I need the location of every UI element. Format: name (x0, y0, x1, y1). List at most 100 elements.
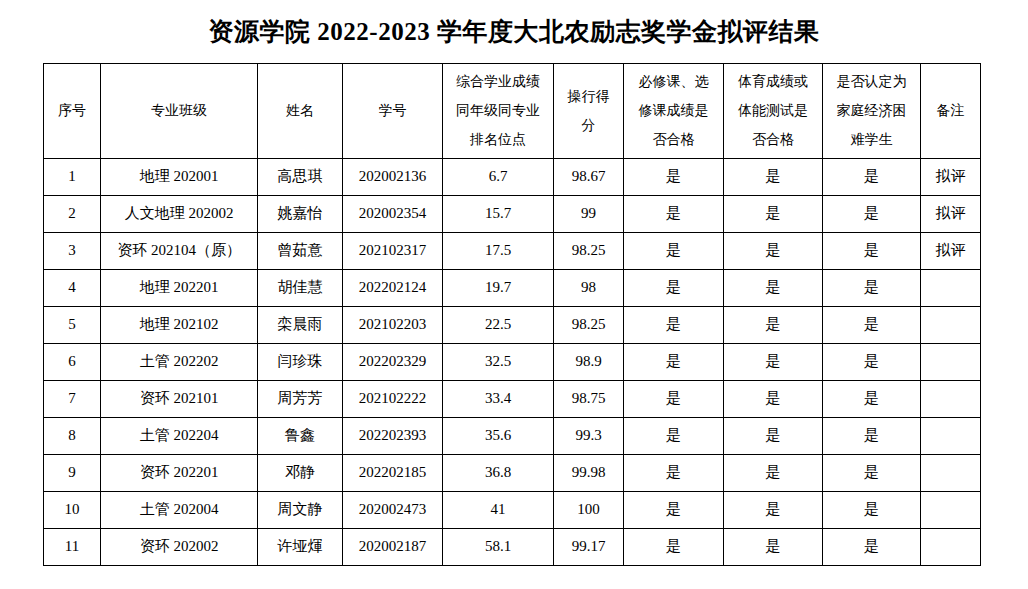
cell-pe-pass: 是 (724, 232, 823, 269)
cell-financial-hardship: 是 (823, 269, 921, 306)
cell-pe-pass: 是 (724, 269, 823, 306)
cell-remark: 拟评 (921, 158, 981, 195)
cell-name: 周文静 (258, 491, 343, 528)
cell-pe-pass: 是 (724, 158, 823, 195)
table-row: 5 地理 202102 栾晨雨 202102203 22.5 98.25 是 是… (44, 306, 981, 343)
cell-conduct-score: 98.9 (554, 343, 624, 380)
cell-conduct-score: 99 (554, 195, 624, 232)
cell-student-id: 202102203 (343, 306, 443, 343)
cell-index: 11 (44, 528, 101, 565)
header-academic-ranking: 综合学业成绩 同年级同专业 排名位点 (443, 63, 554, 158)
cell-student-id: 202202124 (343, 269, 443, 306)
scholarship-results-table: 序号 专业班级 姓名 学号 综合学业成绩 同年级同专业 排名位点 操行得 分 必… (43, 63, 981, 566)
header-student-id: 学号 (343, 63, 443, 158)
cell-student-id: 202202393 (343, 417, 443, 454)
cell-name: 闫珍珠 (258, 343, 343, 380)
table-row: 1 地理 202001 高思琪 202002136 6.7 98.67 是 是 … (44, 158, 981, 195)
cell-conduct-score: 100 (554, 491, 624, 528)
cell-index: 4 (44, 269, 101, 306)
cell-name: 周芳芳 (258, 380, 343, 417)
cell-courses-pass: 是 (624, 380, 724, 417)
table-row: 10 土管 202004 周文静 202002473 41 100 是 是 是 (44, 491, 981, 528)
cell-pe-pass: 是 (724, 491, 823, 528)
cell-pe-pass: 是 (724, 528, 823, 565)
cell-name: 鲁鑫 (258, 417, 343, 454)
cell-remark (921, 380, 981, 417)
cell-name: 许垭煇 (258, 528, 343, 565)
cell-academic-ranking: 41 (443, 491, 554, 528)
cell-remark: 拟评 (921, 232, 981, 269)
cell-remark (921, 417, 981, 454)
cell-academic-ranking: 15.7 (443, 195, 554, 232)
cell-courses-pass: 是 (624, 343, 724, 380)
cell-major-class: 人文地理 202002 (101, 195, 258, 232)
document-title: 资源学院 2022-2023 学年度大北农励志奖学金拟评结果 (0, 0, 1028, 49)
cell-conduct-score: 98.25 (554, 232, 624, 269)
cell-remark (921, 491, 981, 528)
cell-pe-pass: 是 (724, 380, 823, 417)
cell-academic-ranking: 33.4 (443, 380, 554, 417)
cell-pe-pass: 是 (724, 417, 823, 454)
cell-student-id: 202002473 (343, 491, 443, 528)
cell-academic-ranking: 32.5 (443, 343, 554, 380)
header-major-class: 专业班级 (101, 63, 258, 158)
cell-financial-hardship: 是 (823, 232, 921, 269)
cell-conduct-score: 98.67 (554, 158, 624, 195)
table-row: 4 地理 202201 胡佳慧 202202124 19.7 98 是 是 是 (44, 269, 981, 306)
cell-financial-hardship: 是 (823, 454, 921, 491)
cell-student-id: 202002354 (343, 195, 443, 232)
cell-courses-pass: 是 (624, 232, 724, 269)
header-index: 序号 (44, 63, 101, 158)
cell-financial-hardship: 是 (823, 417, 921, 454)
cell-pe-pass: 是 (724, 454, 823, 491)
cell-financial-hardship: 是 (823, 343, 921, 380)
cell-conduct-score: 99.17 (554, 528, 624, 565)
cell-major-class: 地理 202201 (101, 269, 258, 306)
cell-courses-pass: 是 (624, 269, 724, 306)
cell-courses-pass: 是 (624, 306, 724, 343)
cell-student-id: 202102317 (343, 232, 443, 269)
cell-remark (921, 343, 981, 380)
cell-conduct-score: 99.3 (554, 417, 624, 454)
cell-name: 胡佳慧 (258, 269, 343, 306)
cell-pe-pass: 是 (724, 195, 823, 232)
header-conduct-score: 操行得 分 (554, 63, 624, 158)
cell-major-class: 资环 202101 (101, 380, 258, 417)
header-pe-pass: 体育成绩或 体能测试是 否合格 (724, 63, 823, 158)
cell-student-id: 202002136 (343, 158, 443, 195)
cell-academic-ranking: 22.5 (443, 306, 554, 343)
cell-conduct-score: 98.25 (554, 306, 624, 343)
table-row: 11 资环 202002 许垭煇 202002187 58.1 99.17 是 … (44, 528, 981, 565)
cell-remark (921, 269, 981, 306)
header-courses-pass: 必修课、选 修课成绩是 否合格 (624, 63, 724, 158)
cell-major-class: 资环 202002 (101, 528, 258, 565)
cell-financial-hardship: 是 (823, 528, 921, 565)
table-body: 1 地理 202001 高思琪 202002136 6.7 98.67 是 是 … (44, 158, 981, 565)
cell-student-id: 202202329 (343, 343, 443, 380)
cell-conduct-score: 98.75 (554, 380, 624, 417)
cell-pe-pass: 是 (724, 306, 823, 343)
cell-major-class: 土管 202202 (101, 343, 258, 380)
cell-index: 5 (44, 306, 101, 343)
document-page: 资源学院 2022-2023 学年度大北农励志奖学金拟评结果 序号 专业班级 姓… (0, 0, 1028, 589)
cell-remark (921, 454, 981, 491)
cell-financial-hardship: 是 (823, 306, 921, 343)
header-name: 姓名 (258, 63, 343, 158)
cell-major-class: 土管 202004 (101, 491, 258, 528)
cell-remark: 拟评 (921, 195, 981, 232)
cell-academic-ranking: 35.6 (443, 417, 554, 454)
cell-academic-ranking: 19.7 (443, 269, 554, 306)
table-row: 8 土管 202204 鲁鑫 202202393 35.6 99.3 是 是 是 (44, 417, 981, 454)
cell-courses-pass: 是 (624, 454, 724, 491)
table-row: 6 土管 202202 闫珍珠 202202329 32.5 98.9 是 是 … (44, 343, 981, 380)
cell-index: 3 (44, 232, 101, 269)
cell-courses-pass: 是 (624, 491, 724, 528)
cell-financial-hardship: 是 (823, 491, 921, 528)
cell-academic-ranking: 6.7 (443, 158, 554, 195)
cell-conduct-score: 99.98 (554, 454, 624, 491)
table-row: 7 资环 202101 周芳芳 202102222 33.4 98.75 是 是… (44, 380, 981, 417)
cell-name: 高思琪 (258, 158, 343, 195)
header-row: 序号 专业班级 姓名 学号 综合学业成绩 同年级同专业 排名位点 操行得 分 必… (44, 63, 981, 158)
cell-courses-pass: 是 (624, 158, 724, 195)
cell-remark (921, 528, 981, 565)
